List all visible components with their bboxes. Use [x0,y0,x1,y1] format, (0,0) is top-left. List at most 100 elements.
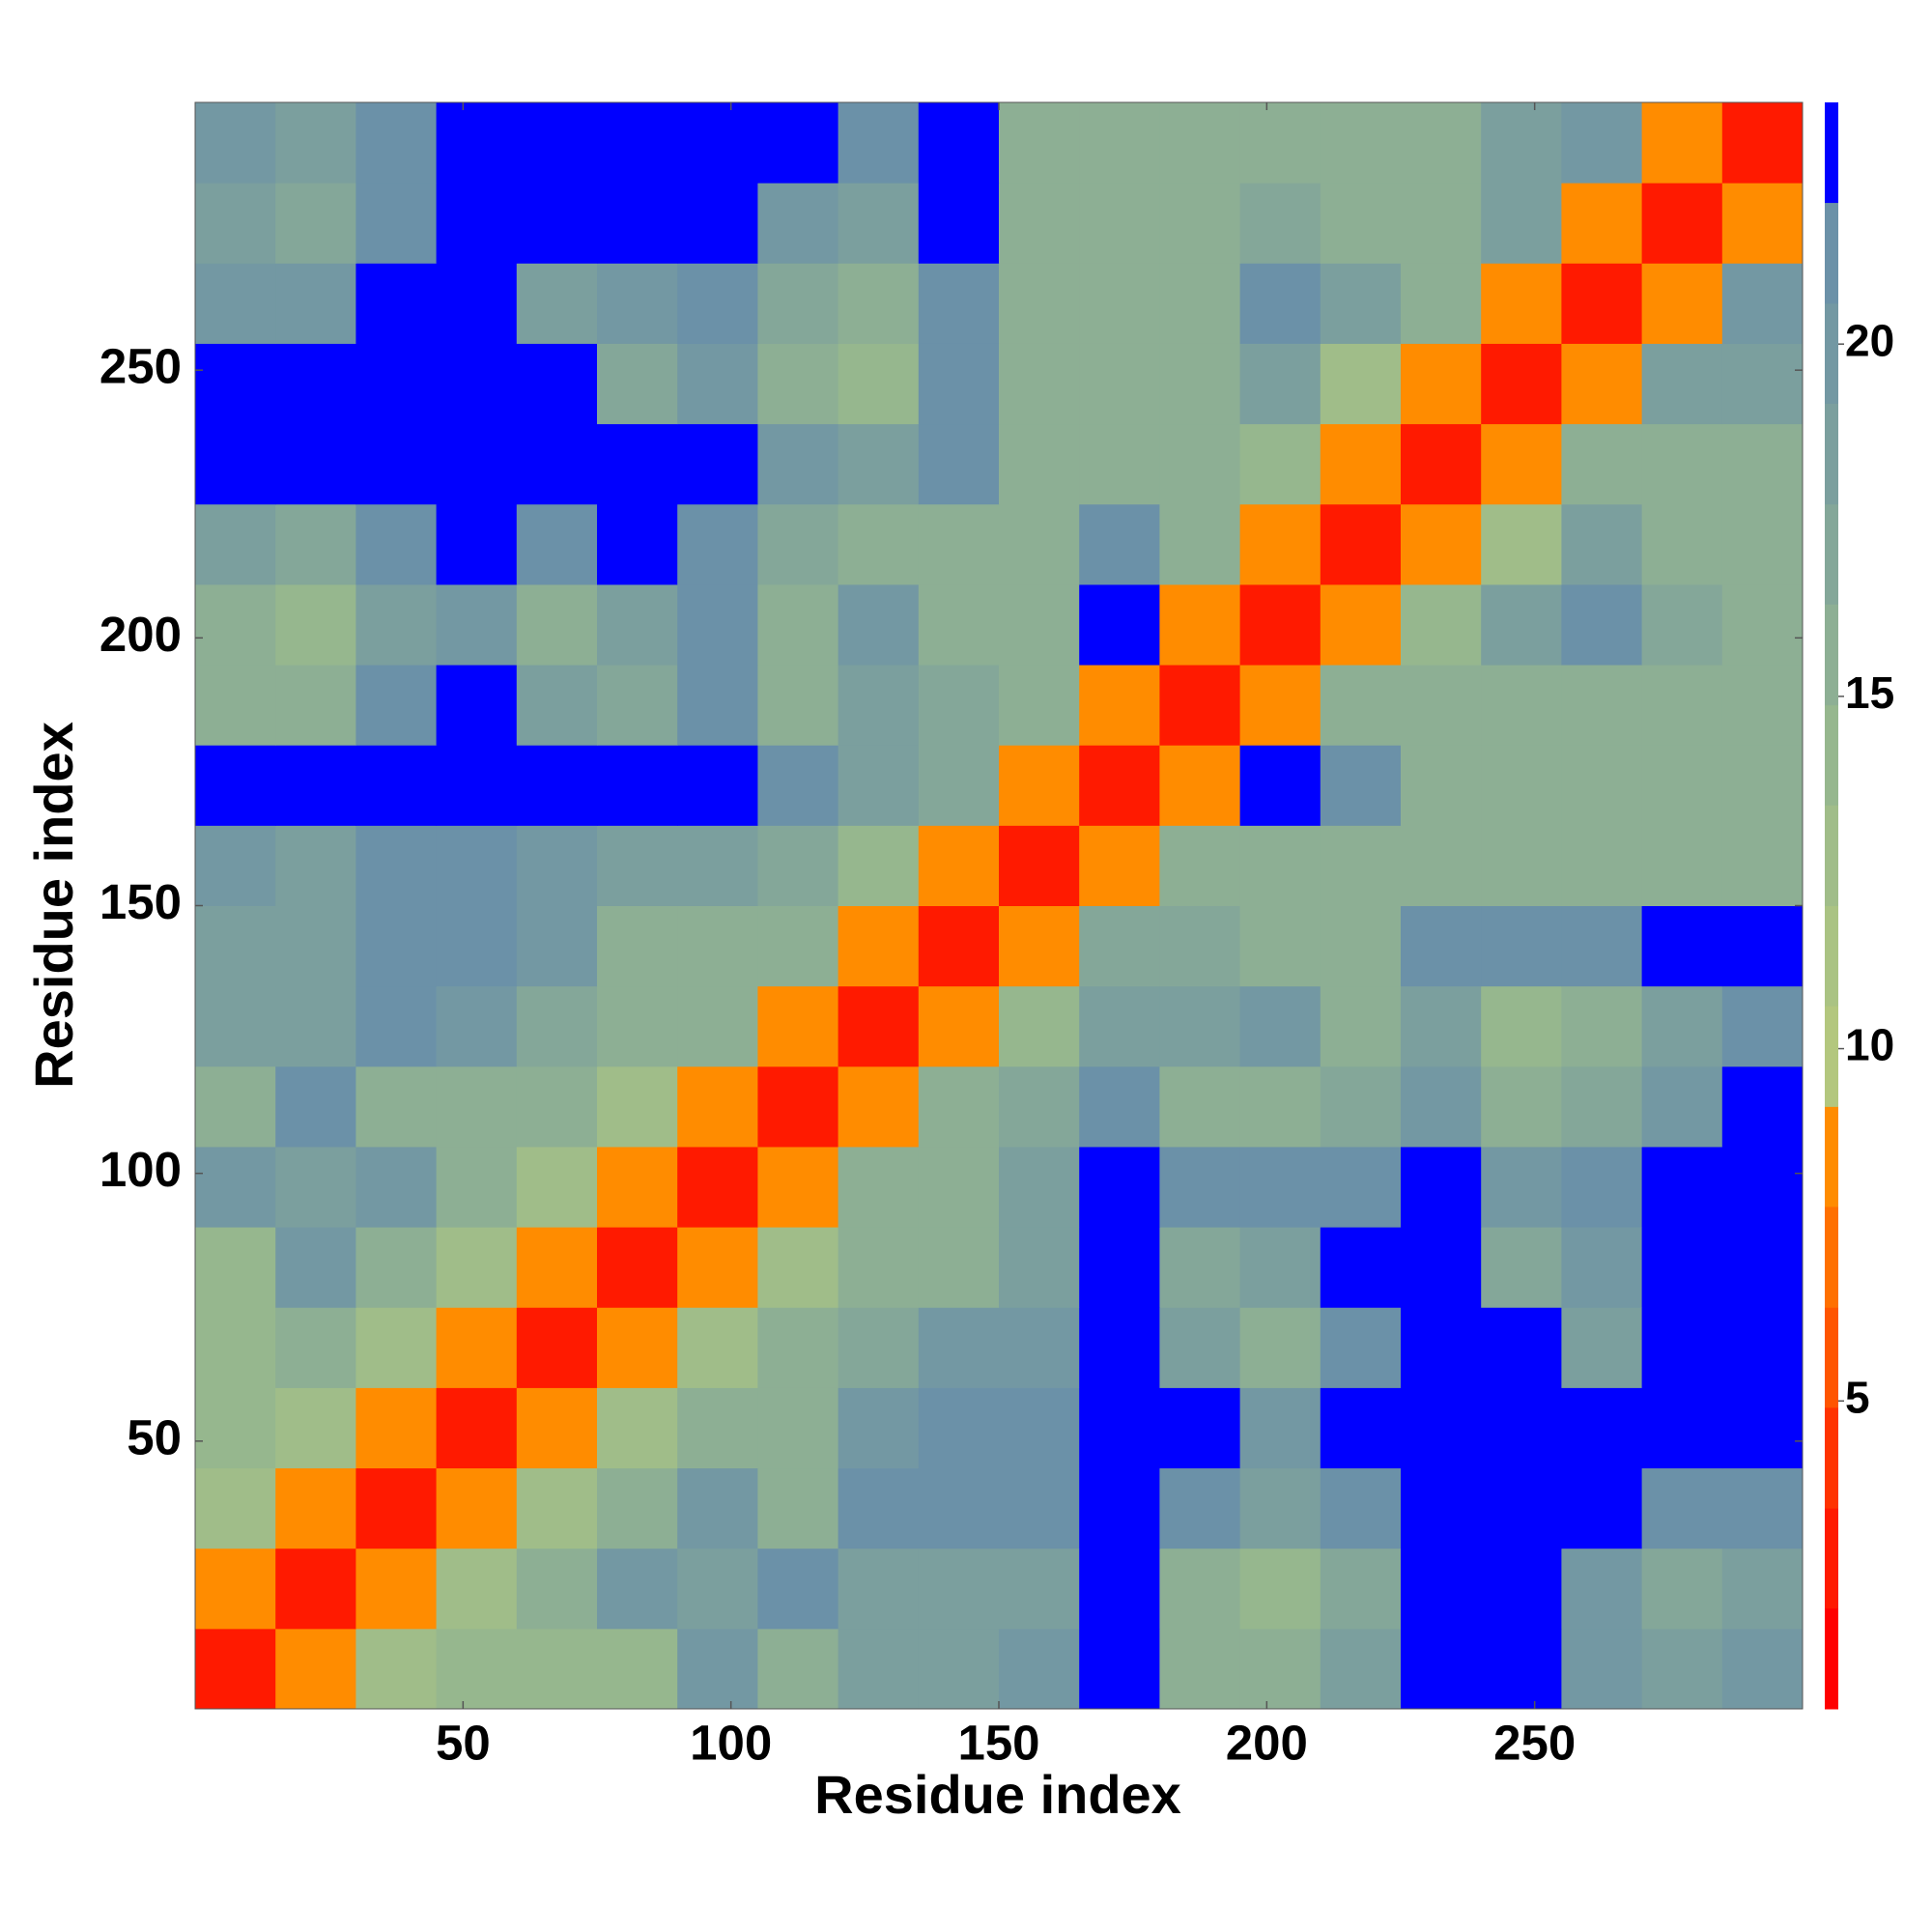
heatmap-cell [1481,1307,1562,1388]
x-tick-label: 150 [957,1715,1039,1770]
heatmap-cell [1561,1065,1643,1148]
heatmap-cell [1079,1146,1160,1228]
heatmap-cell [999,1467,1080,1549]
heatmap-cell [1481,183,1562,264]
heatmap-cell [597,263,678,344]
heatmap-cell [275,1307,356,1388]
heatmap-cell [677,1065,758,1148]
heatmap-cell [1320,183,1402,264]
heatmap-cell [1561,183,1643,264]
heatmap-cell [1079,1387,1160,1469]
heatmap-cell [355,905,438,987]
heatmap-cell [1159,1307,1241,1388]
heatmap-cell [275,665,356,746]
heatmap-cell [1721,1307,1804,1388]
x-tick-label: 250 [1493,1715,1576,1770]
x-axis-title: Residue index [814,1764,1181,1825]
heatmap-cell [355,343,438,425]
heatmap-cell [999,1387,1080,1469]
heatmap-cell [1561,583,1643,666]
heatmap-cell [1721,1628,1804,1710]
colorbar-band [1825,805,1838,906]
heatmap-cell [275,263,356,344]
heatmap-cell [838,1146,920,1228]
heatmap-cell [597,423,678,505]
heatmap-cell [1239,1065,1321,1148]
heatmap-cell [1239,1548,1321,1630]
heatmap-cell [195,825,276,906]
colorbar-tick-label: 5 [1845,1372,1870,1422]
heatmap-cell [1239,665,1321,746]
heatmap-cell [1641,503,1723,585]
heatmap-cell [1320,343,1402,425]
heatmap-cell [1641,1387,1723,1469]
y-axis-title: Residue index [23,722,84,1089]
heatmap-cell [1641,423,1723,505]
heatmap-cell [1721,985,1804,1067]
colorbar-band [1825,302,1838,404]
heatmap-cell [355,665,438,746]
y-tick-label: 250 [99,339,182,394]
heatmap-cell [677,985,758,1067]
heatmap-cell [1721,102,1804,184]
heatmap-cell [757,1146,839,1228]
heatmap-cell [1481,1628,1562,1710]
heatmap-cell [516,905,598,987]
heatmap-cell [195,503,276,585]
heatmap-cell [1079,583,1160,666]
heatmap-cell [677,745,758,826]
heatmap-cell [195,665,276,746]
heatmap-cell [838,583,920,666]
heatmap-cell [195,183,276,264]
heatmap-cell [1320,583,1402,666]
heatmap-cell [597,825,678,906]
heatmap-cell [677,1548,758,1630]
heatmap-cell [1079,263,1160,344]
heatmap-cell [1401,102,1482,184]
heatmap-cell [1481,102,1562,184]
heatmap-cell [1401,183,1482,264]
heatmap-cell [597,583,678,666]
heatmap-cell [1079,825,1160,906]
y-tick-label: 150 [99,874,182,929]
heatmap-cell [436,1548,518,1630]
heatmap-cell [1239,905,1321,987]
heatmap-cell [275,1628,356,1710]
heatmap-cell [1561,985,1643,1067]
heatmap-cell [1641,1065,1723,1148]
heatmap-cell [677,1227,758,1308]
heatmap-cell [195,1628,276,1710]
heatmap-cell [1641,665,1723,746]
heatmap-cell [677,1146,758,1228]
heatmap-cell [918,905,1000,987]
heatmap-cell [275,102,356,184]
heatmap-cell [436,1227,518,1308]
heatmap-cell [757,665,839,746]
heatmap-cell [1239,745,1321,826]
heatmap-cell [436,1146,518,1228]
heatmap-cell [999,825,1080,906]
heatmap-cell [838,1548,920,1630]
heatmap-cell [838,1065,920,1148]
heatmap-cell [1561,423,1643,505]
heatmap-cell [355,1307,438,1388]
heatmap-cell [1239,583,1321,666]
heatmap-cell [275,583,356,666]
heatmap-cell [355,985,438,1067]
heatmap-cell [1721,745,1804,826]
heatmap-cell [1481,825,1562,906]
heatmap-cell [275,343,356,425]
heatmap-cell [677,183,758,264]
heatmap-cell [1320,665,1402,746]
heatmap-cell [516,1467,598,1549]
heatmap-cell [1159,745,1241,826]
heatmap-cell [1401,665,1482,746]
heatmap-cell [1561,825,1643,906]
heatmap-cell [1481,905,1562,987]
heatmap-cell [757,825,839,906]
heatmap-cell [1079,985,1160,1067]
heatmap-cell [757,1467,839,1549]
heatmap-cell [838,825,920,906]
heatmap-cell [355,745,438,826]
heatmap-cell [516,1065,598,1148]
